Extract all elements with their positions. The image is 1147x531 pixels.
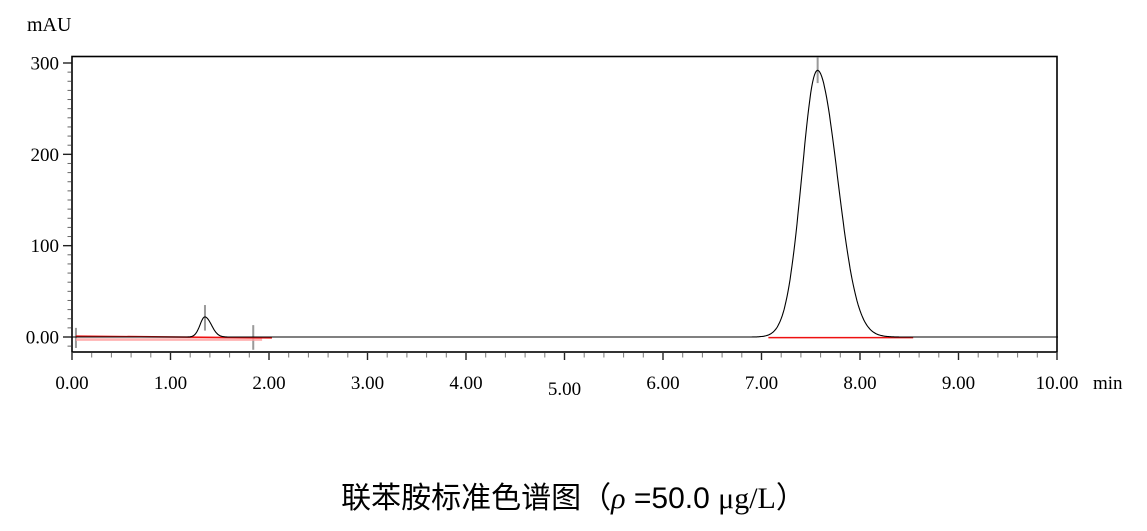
- caption-concentration-unit: μg/L: [718, 482, 776, 515]
- event-markers-group: [74, 57, 819, 350]
- x-tick-label: 2.00: [252, 373, 285, 394]
- caption-concentration-value: =50.0: [625, 482, 719, 515]
- x-tick-label: 9.00: [942, 373, 975, 394]
- x-tick-label: 5.00: [548, 379, 581, 400]
- plot-frame: [71, 55, 1058, 353]
- trace-group: [72, 69, 1058, 341]
- x-tick-label: 8.00: [843, 373, 876, 394]
- x-tick-label: 7.00: [745, 373, 778, 394]
- y-tick-label: 300: [31, 54, 60, 75]
- figure-caption: 联苯胺标准色谱图（ρ =50.0 μg/L）: [0, 473, 1147, 517]
- x-tick-label: 10.00: [1036, 373, 1079, 394]
- plot-frame-group: [71, 55, 1058, 353]
- x-tick-label: 3.00: [351, 373, 384, 394]
- x-tick-label: 0.00: [55, 373, 88, 394]
- x-tick-label: 1.00: [154, 373, 187, 394]
- signal-trace: [72, 69, 1058, 338]
- x-tick-label: 6.00: [646, 373, 679, 394]
- axis-ticks-group: [63, 62, 1058, 360]
- y-tick-label: 0.00: [26, 328, 59, 349]
- y-tick-label: 200: [31, 145, 60, 166]
- y-tick-label: 100: [31, 236, 60, 257]
- y-axis-unit-label: mAU: [27, 14, 72, 36]
- x-axis-unit-label: min: [1093, 373, 1123, 394]
- caption-rho-symbol: ρ: [611, 482, 626, 515]
- caption-text: 联苯胺标准色谱图（: [341, 482, 612, 515]
- x-tick-label: 4.00: [449, 373, 482, 394]
- caption-close-paren: ）: [775, 482, 806, 515]
- axis-labels-group: 0.00 100 200 300 0.00 1.00 2.00 3.00 4.00 5.00 6.0…: [26, 54, 1123, 400]
